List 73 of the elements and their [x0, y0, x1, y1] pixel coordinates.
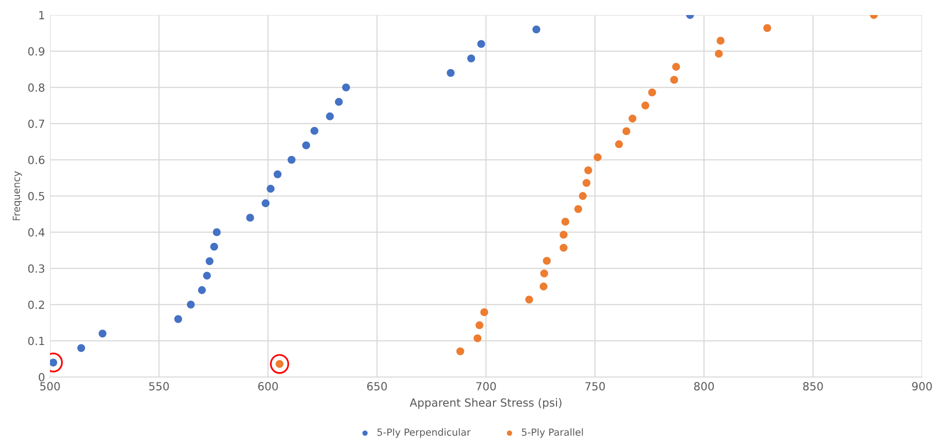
- point: [334, 98, 343, 106]
- point: [540, 270, 548, 278]
- point: [560, 244, 568, 252]
- point: [480, 308, 488, 316]
- point: [342, 83, 350, 92]
- point: [77, 344, 86, 352]
- y-tick-label: 0.1: [28, 336, 44, 346]
- point: [615, 140, 623, 148]
- point: [628, 114, 636, 122]
- y-tick-label: 0.2: [28, 300, 44, 309]
- y-tick-label: 0.5: [28, 192, 44, 200]
- y-tick-label: 1: [39, 11, 44, 20]
- x-axis-title: Apparent Shear Stress (psi): [410, 398, 562, 409]
- y-tick-label: 0.8: [28, 83, 44, 92]
- x-tick-label: 550: [149, 382, 169, 390]
- point: [622, 127, 630, 136]
- x-tick-label: 600: [258, 382, 278, 390]
- legend-label: 5-Ply Parallel: [522, 428, 583, 438]
- point: [477, 40, 486, 48]
- point: [670, 76, 678, 84]
- point: [648, 88, 656, 96]
- point: [582, 179, 590, 187]
- point: [561, 218, 570, 226]
- y-tick-label: 0.7: [28, 120, 44, 128]
- point: [474, 334, 482, 342]
- point: [206, 257, 214, 266]
- point: [456, 347, 464, 356]
- point: [198, 286, 206, 294]
- point: [174, 315, 182, 324]
- point: [574, 205, 582, 213]
- point: [262, 199, 270, 208]
- point: [584, 166, 592, 174]
- point: [467, 54, 476, 62]
- point: [212, 228, 221, 236]
- x-tick-label: 800: [694, 382, 714, 390]
- point: [672, 62, 680, 71]
- point: [476, 321, 484, 330]
- point: [714, 50, 723, 58]
- point: [203, 272, 211, 280]
- point: [560, 230, 568, 239]
- y-tick-label: 0.6: [28, 156, 44, 164]
- point: [763, 24, 772, 32]
- y-tick-label: 0.9: [28, 47, 44, 56]
- point: [446, 68, 455, 77]
- x-tick-label: 900: [912, 382, 932, 390]
- point: [716, 36, 725, 45]
- x-tick-label: 650: [367, 382, 387, 390]
- x-tick-label: 750: [585, 382, 605, 390]
- point: [246, 214, 254, 222]
- point: [98, 330, 106, 338]
- y-tick-label: 0.3: [28, 264, 44, 273]
- legend-label: 5-Ply Perpendicular: [377, 428, 471, 438]
- x-tick-label: 500: [40, 382, 60, 390]
- y-axis-title: Frequency: [12, 171, 22, 220]
- point: [578, 192, 587, 200]
- point: [641, 102, 650, 110]
- point: [525, 296, 534, 304]
- x-tick-label: 700: [476, 382, 496, 390]
- point: [310, 126, 318, 135]
- point: [532, 26, 540, 34]
- point: [540, 282, 548, 290]
- point: [326, 112, 334, 120]
- y-tick-label: 0.4: [28, 228, 45, 237]
- point: [594, 153, 602, 162]
- point: [266, 184, 275, 193]
- point: [542, 256, 551, 265]
- point: [274, 170, 282, 178]
- point: [210, 242, 218, 251]
- point: [302, 141, 310, 150]
- x-tick-label: 850: [803, 382, 823, 390]
- point: [186, 300, 195, 309]
- point: [288, 156, 296, 164]
- y-tick-label: 0: [38, 372, 44, 382]
